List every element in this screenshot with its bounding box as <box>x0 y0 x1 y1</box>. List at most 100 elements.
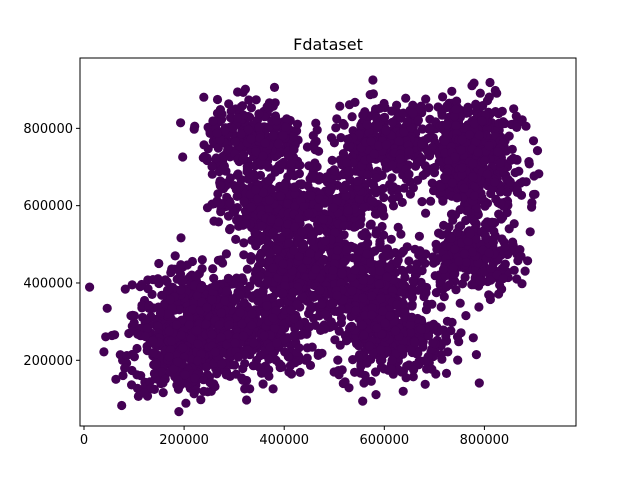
data-point <box>367 196 377 206</box>
data-point <box>424 103 434 113</box>
data-point <box>401 373 411 383</box>
data-point <box>367 303 377 313</box>
data-point <box>328 299 338 309</box>
data-point <box>157 377 168 387</box>
data-point <box>507 144 517 154</box>
data-point <box>283 199 293 209</box>
data-point <box>193 339 203 349</box>
data-point <box>299 329 309 339</box>
data-point <box>469 119 479 129</box>
data-point <box>290 222 300 232</box>
data-point <box>452 193 462 203</box>
data-point <box>144 300 154 310</box>
data-point <box>240 358 250 369</box>
data-point <box>401 93 411 103</box>
data-point <box>164 326 174 336</box>
data-point <box>225 173 235 183</box>
data-point <box>307 230 317 240</box>
data-point <box>272 244 282 254</box>
data-point <box>359 330 369 340</box>
data-point <box>232 215 242 225</box>
data-point <box>426 196 436 206</box>
data-point <box>222 286 232 296</box>
data-point <box>163 285 173 295</box>
y-axis: 200000 400000 600000 800000 <box>23 122 80 369</box>
data-point <box>336 278 346 288</box>
data-point <box>507 237 518 247</box>
data-point <box>284 238 294 248</box>
data-point <box>320 198 330 208</box>
data-point <box>327 155 337 165</box>
data-point <box>378 306 388 316</box>
data-point <box>367 310 377 320</box>
data-point <box>428 338 438 348</box>
data-point <box>273 139 283 149</box>
data-point <box>212 369 222 379</box>
data-point <box>225 223 235 234</box>
data-point <box>174 305 184 315</box>
data-point <box>379 211 389 221</box>
data-point <box>437 230 447 240</box>
data-point <box>288 287 298 297</box>
data-point <box>251 147 261 157</box>
data-point <box>230 338 240 348</box>
data-point <box>409 365 419 375</box>
data-point <box>342 244 352 254</box>
data-point <box>153 321 163 331</box>
data-point <box>431 288 441 298</box>
data-point <box>475 88 485 98</box>
data-point <box>253 193 263 204</box>
data-point <box>202 203 213 213</box>
data-point <box>369 180 379 190</box>
data-point <box>302 353 312 363</box>
data-point <box>398 246 408 256</box>
data-point <box>258 287 268 297</box>
data-point <box>497 234 507 244</box>
data-point <box>277 159 287 169</box>
data-point <box>297 292 308 302</box>
data-point <box>414 231 424 241</box>
data-point <box>365 220 375 230</box>
data-point <box>330 335 340 345</box>
data-point <box>437 354 447 364</box>
data-point <box>460 272 470 282</box>
data-point <box>358 110 368 120</box>
data-point <box>499 261 509 271</box>
data-point <box>224 99 234 109</box>
data-point <box>127 280 137 290</box>
data-point <box>420 356 430 366</box>
data-point <box>172 320 182 330</box>
data-point <box>297 227 307 237</box>
data-point <box>450 152 460 162</box>
data-point <box>282 114 292 124</box>
data-point <box>440 148 450 158</box>
data-point <box>386 234 396 244</box>
data-point <box>447 317 457 327</box>
data-point <box>350 97 360 107</box>
data-point <box>442 167 452 177</box>
data-point <box>180 370 190 380</box>
data-point <box>208 287 218 297</box>
data-point <box>509 265 519 275</box>
data-point <box>328 202 338 213</box>
data-point <box>347 112 357 122</box>
data-point <box>367 266 377 276</box>
data-point <box>487 217 497 227</box>
data-point <box>528 136 539 146</box>
data-point <box>193 355 203 366</box>
data-point <box>417 124 428 134</box>
data-point <box>154 258 164 269</box>
data-point <box>137 279 147 290</box>
data-point <box>371 173 381 183</box>
data-point <box>350 367 360 377</box>
data-point <box>271 116 282 126</box>
data-point <box>504 224 514 234</box>
data-point <box>400 312 410 322</box>
data-point <box>328 265 338 275</box>
data-point <box>297 263 307 273</box>
data-point <box>216 207 226 217</box>
data-point <box>255 350 265 361</box>
data-point <box>316 299 327 309</box>
data-point <box>457 163 467 173</box>
data-point <box>330 228 340 238</box>
